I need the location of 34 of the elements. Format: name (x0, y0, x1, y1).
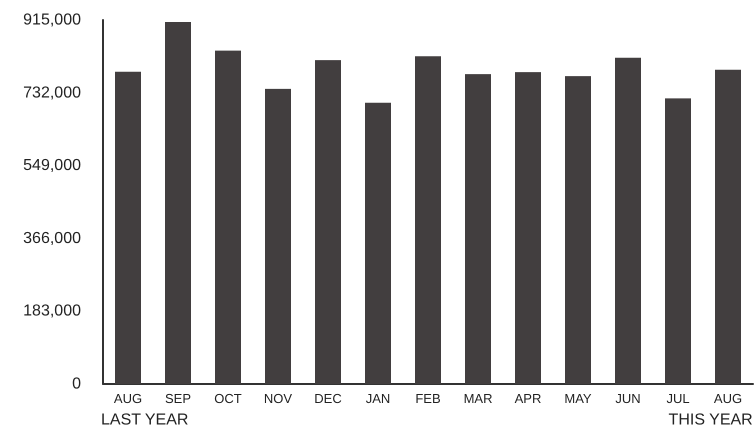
bar (215, 50, 241, 384)
x-tick-label: JUL (666, 391, 690, 406)
x-tick-label: MAY (564, 391, 592, 406)
bar (465, 74, 491, 384)
bar (265, 88, 291, 384)
y-tick-label: 549,000 (23, 157, 82, 174)
y-tick-label: 366,000 (23, 230, 82, 247)
bar (565, 76, 591, 384)
x-tick-label: OCT (214, 391, 242, 406)
y-tick-label: 0 (72, 376, 82, 392)
x-tick-label: APR (514, 391, 542, 406)
x-tick-label: DEC (314, 391, 342, 406)
y-tick-label: 915,000 (23, 12, 82, 28)
y-tick-label: 732,000 (23, 84, 82, 102)
bar (165, 22, 191, 384)
x-tick-label: NOV (264, 391, 292, 406)
bar (715, 70, 741, 384)
bar (515, 72, 541, 384)
bar (615, 58, 641, 384)
x-tick-label: JUN (615, 391, 641, 406)
bar (665, 98, 691, 384)
y-tick-label: 183,000 (23, 302, 82, 320)
bar (115, 72, 141, 384)
x-tick-label: JAN (366, 391, 390, 406)
x-tick-label: FEB (415, 391, 441, 406)
text: LAST YEAR (101, 412, 188, 428)
bar (365, 102, 391, 384)
x-tick-label: AUG (714, 391, 742, 406)
text: THIS YEAR (668, 412, 753, 428)
x-tick-label: AUG (114, 391, 142, 406)
bar (415, 56, 441, 384)
x-tick-label: SEP (164, 391, 192, 406)
x-tick-label: MAR (464, 391, 492, 406)
bar (315, 60, 341, 384)
